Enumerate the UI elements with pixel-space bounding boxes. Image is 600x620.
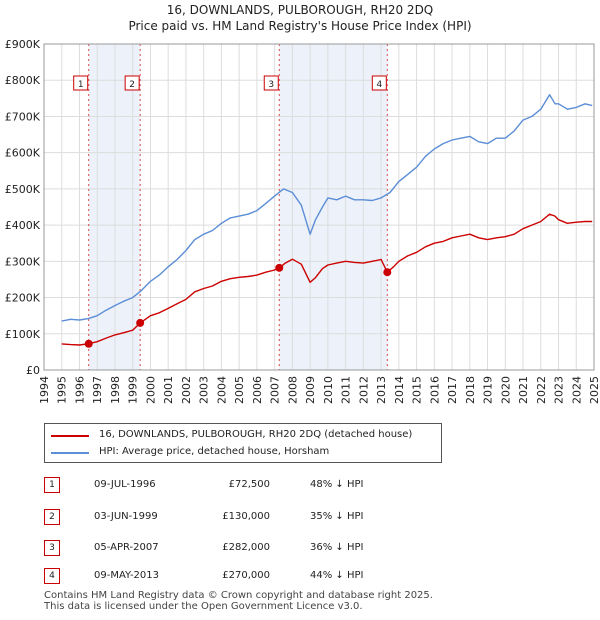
legend-price-line — [51, 435, 89, 437]
transaction-row: 4 09-MAY-2013 £270,000 44% ↓ HPI — [44, 568, 464, 584]
y-tick-label: £200K — [5, 292, 41, 305]
sale-number-box — [73, 75, 89, 91]
x-tick-label: 2006 — [251, 376, 264, 404]
x-tick-label: 2014 — [393, 376, 406, 404]
x-tick-label: 2005 — [233, 376, 246, 404]
x-tick-label: 1999 — [127, 376, 140, 404]
y-tick-label: £500K — [5, 183, 41, 196]
transaction-row: 1 09-JUL-1996 £72,500 48% ↓ HPI — [44, 477, 464, 493]
x-tick-label: 2003 — [198, 376, 211, 404]
footer-copyright: Contains HM Land Registry data © Crown c… — [44, 590, 433, 601]
transaction-badge: 4 — [44, 568, 60, 584]
legend: 16, DOWNLANDS, PULBOROUGH, RH20 2DQ (det… — [44, 423, 442, 463]
transaction-date: 09-JUL-1996 — [94, 479, 156, 490]
price-paid-line — [61, 213, 593, 346]
transaction-price: £270,000 — [222, 570, 270, 581]
transaction-badge: 3 — [44, 540, 60, 556]
sale-number-label: 3 — [268, 80, 274, 90]
x-tick-label: 2019 — [482, 376, 495, 404]
x-tick-label: 2021 — [517, 376, 530, 404]
chart-title-line1: 16, DOWNLANDS, PULBOROUGH, RH20 2DQ — [166, 3, 434, 17]
x-tick-label: 2001 — [162, 376, 175, 404]
transaction-hpi: 35% ↓ HPI — [310, 511, 364, 522]
sale-number-box — [263, 75, 279, 91]
x-tick-label: 2013 — [375, 376, 388, 404]
ownership-shade — [279, 44, 388, 370]
x-tick-label: 2004 — [215, 376, 228, 404]
x-tick-label: 2009 — [304, 376, 317, 404]
x-tick-label: 2000 — [144, 376, 157, 404]
x-tick-label: 2015 — [411, 376, 424, 404]
transaction-row: 3 05-APR-2007 £282,000 36% ↓ HPI — [44, 540, 464, 556]
y-tick-label: £800K — [5, 74, 41, 87]
x-tick-label: 2017 — [446, 376, 459, 404]
x-tick-label: 2022 — [535, 376, 548, 404]
transaction-badge: 1 — [44, 477, 60, 493]
footer-licence: This data is licensed under the Open Gov… — [44, 601, 363, 612]
x-tick-label: 1997 — [91, 376, 104, 404]
legend-price-label: 16, DOWNLANDS, PULBOROUGH, RH20 2DQ (det… — [99, 429, 413, 440]
price-chart: £0 £100K £200K £300K £400K £500K £600K £700K £80… — [5, 38, 600, 404]
x-tick-label: 2023 — [553, 376, 566, 404]
transaction-row: 2 03-JUN-1999 £130,000 35% ↓ HPI — [44, 509, 464, 525]
chart-title-line2: Price paid vs. HM Land Registry's House … — [128, 19, 472, 33]
transaction-price: £130,000 — [222, 511, 270, 522]
y-tick-label: £400K — [5, 219, 41, 232]
plot-frame — [43, 43, 595, 371]
x-tick-label: 2018 — [464, 376, 477, 404]
x-tick-label: 2020 — [499, 376, 512, 404]
x-tick-label: 2008 — [286, 376, 299, 404]
y-tick-label: £600K — [5, 147, 41, 160]
x-tick-label: 1998 — [109, 376, 122, 404]
transaction-date: 05-APR-2007 — [94, 542, 159, 553]
legend-hpi-label: HPI: Average price, detached house, Hors… — [99, 446, 330, 457]
transaction-hpi: 36% ↓ HPI — [310, 542, 364, 553]
legend-hpi-line — [51, 452, 89, 454]
x-tick-label: 2007 — [269, 376, 282, 404]
sale-number-box — [371, 75, 387, 91]
transaction-price: £72,500 — [228, 479, 270, 490]
x-tick-label: 2010 — [322, 376, 335, 404]
transaction-hpi: 44% ↓ HPI — [310, 570, 364, 581]
sale-number-label: 4 — [376, 80, 382, 90]
x-tick-label: 2012 — [357, 376, 370, 404]
x-tick-label: 2011 — [340, 376, 353, 404]
transaction-date: 03-JUN-1999 — [94, 511, 158, 522]
x-tick-label: 2016 — [428, 376, 441, 404]
sale-number-label: 2 — [129, 80, 135, 90]
hpi-line — [61, 93, 593, 322]
transaction-date: 09-MAY-2013 — [94, 570, 160, 581]
transaction-price: £282,000 — [222, 542, 270, 553]
y-tick-label: £900K — [5, 38, 41, 51]
x-tick-label: 1994 — [38, 376, 51, 404]
transaction-hpi: 48% ↓ HPI — [310, 479, 364, 490]
x-tick-label: 2025 — [588, 376, 600, 404]
y-tick-label: £700K — [5, 110, 41, 123]
y-tick-label: £300K — [5, 255, 41, 268]
transaction-badge: 2 — [44, 509, 60, 525]
sale-number-box — [124, 75, 140, 91]
x-tick-label: 2024 — [570, 376, 583, 404]
sale-marker-dot — [84, 339, 93, 348]
sale-marker-dot — [275, 263, 284, 272]
x-tick-label: 1996 — [73, 376, 86, 404]
x-tick-label: 2002 — [180, 376, 193, 404]
sale-marker-dot — [136, 318, 145, 327]
x-tick-label: 1995 — [56, 376, 69, 404]
sale-number-label: 1 — [78, 80, 84, 90]
sale-marker-dot — [383, 268, 392, 277]
y-tick-label: £0 — [26, 364, 40, 377]
y-tick-label: £100K — [5, 328, 41, 341]
